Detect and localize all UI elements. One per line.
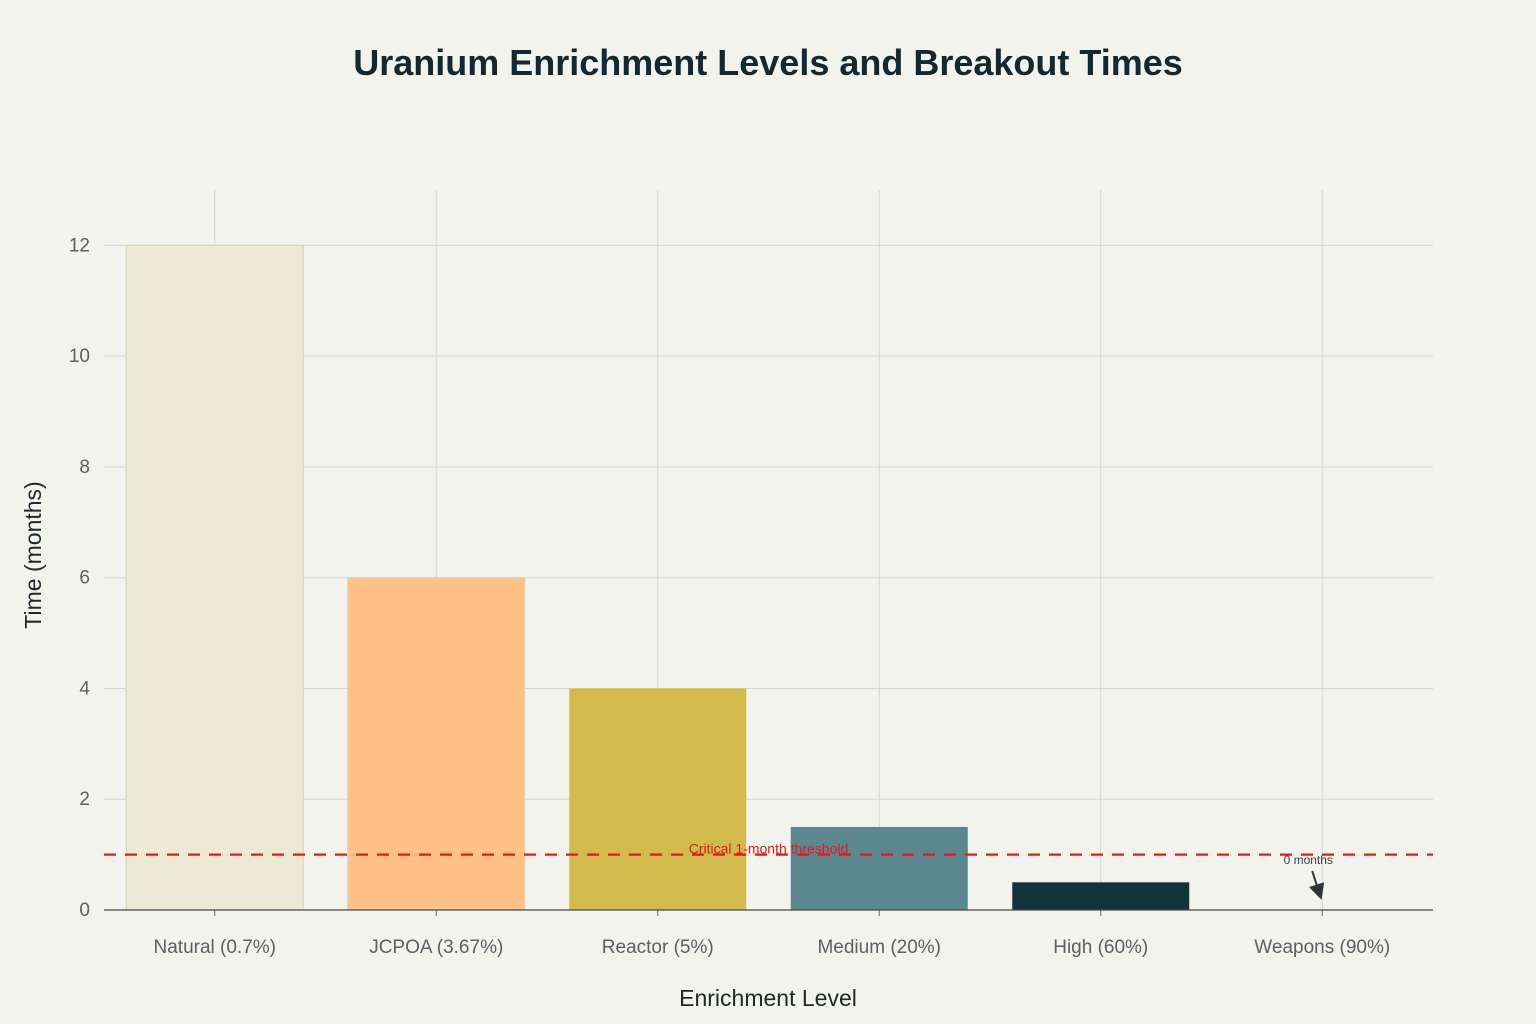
bar-reactor-5 (569, 688, 747, 910)
y-tick-label: 6 (79, 568, 90, 589)
x-tick-label: JCPOA (3.67%) (369, 937, 503, 958)
y-tick-label: 2 (79, 789, 90, 810)
y-tick-label: 8 (79, 457, 90, 478)
annotation-layer: 0 months (1284, 853, 1333, 900)
x-axis-label: Enrichment Level (679, 985, 857, 1011)
bar-jcpoa-3-67 (347, 577, 526, 911)
bar-medium-20 (790, 826, 968, 910)
y-tick-label: 10 (69, 346, 90, 367)
y-tick-label: 4 (79, 678, 90, 699)
zero-months-annotation-label: 0 months (1284, 853, 1333, 867)
y-axis-label: Time (months) (20, 481, 46, 628)
chart-title: Uranium Enrichment Levels and Breakout T… (353, 42, 1183, 83)
grid-layer (104, 190, 1433, 910)
bar-natural-0-7 (125, 244, 304, 911)
y-tick-label: 0 (79, 900, 90, 921)
bar-high-60 (1012, 882, 1190, 910)
x-tick-label: Reactor (5%) (602, 937, 714, 958)
annotation-arrow (1308, 870, 1325, 900)
x-tick-label: Medium (20%) (817, 937, 941, 958)
threshold-label: Critical 1-month threshold (689, 841, 849, 857)
x-tick-label: Weapons (90%) (1254, 937, 1390, 958)
threshold-layer: Critical 1-month threshold (104, 841, 1433, 857)
x-tick-label: Natural (0.7%) (154, 937, 277, 958)
x-tick-label: High (60%) (1053, 937, 1148, 958)
y-tick-label: 12 (69, 235, 90, 256)
axis-layer: 0 2 4 6 8 10 12 Natural (0.7%) JCPOA (3.67%) Reac… (69, 235, 1433, 958)
